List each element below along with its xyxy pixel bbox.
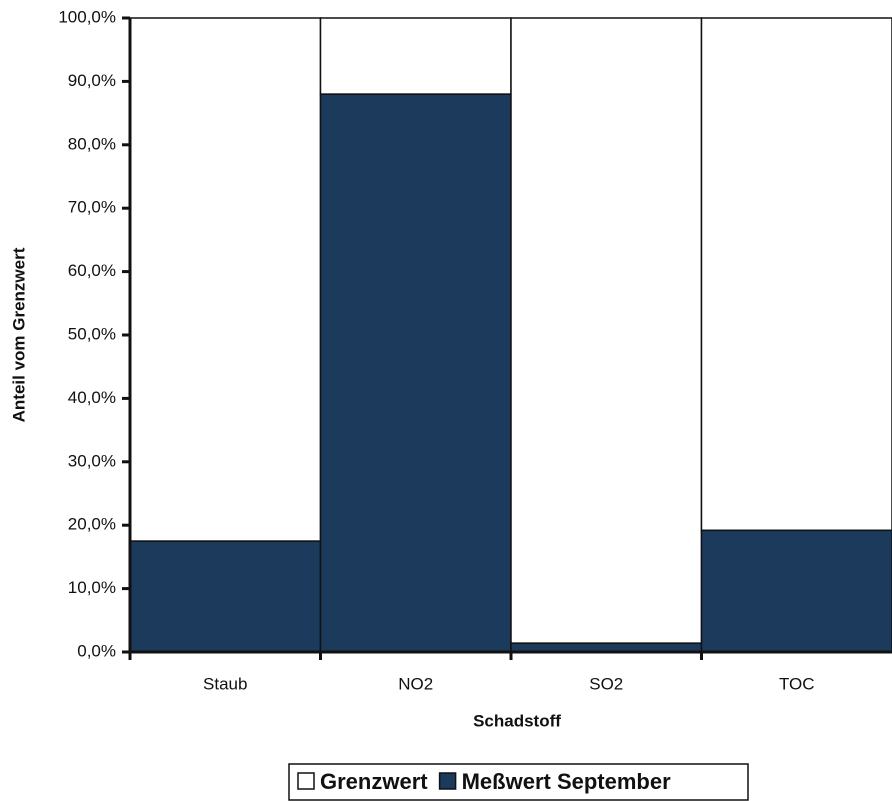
y-tick-label: 70,0% — [68, 198, 116, 217]
y-tick-label: 60,0% — [68, 261, 116, 280]
y-tick-label: 80,0% — [68, 134, 116, 153]
legend-label: Meßwert September — [462, 769, 671, 794]
y-tick-label: 0,0% — [77, 641, 116, 660]
legend-swatch — [297, 772, 315, 790]
bar-segment — [510, 17, 703, 644]
bar-segment — [700, 529, 892, 653]
y-tick-label: 10,0% — [68, 578, 116, 597]
bar-segment — [129, 17, 322, 542]
x-tick-label: NO2 — [398, 674, 433, 693]
y-tick-label: 90,0% — [68, 71, 116, 90]
x-tick-label: TOC — [779, 674, 815, 693]
bar-segment — [319, 17, 512, 95]
bar-segment — [700, 17, 892, 532]
legend: Grenzwert Meßwert September — [288, 763, 749, 801]
bar-segment — [129, 540, 322, 653]
legend-frame — [288, 763, 749, 801]
y-axis-title: Anteil vom Grenzwert — [9, 247, 28, 422]
y-tick-label: 50,0% — [68, 324, 116, 343]
y-tick-label: 20,0% — [68, 515, 116, 534]
legend-label: Grenzwert — [320, 769, 428, 794]
x-tick-label: SO2 — [589, 674, 623, 693]
y-tick-label: 100,0% — [58, 7, 116, 26]
x-axis-title: Schadstoff — [473, 711, 561, 730]
bar-segment — [319, 93, 512, 653]
y-tick-label: 30,0% — [68, 451, 116, 470]
x-tick-label: Staub — [203, 674, 247, 693]
y-tick-label: 40,0% — [68, 388, 116, 407]
legend-swatch — [438, 772, 457, 790]
